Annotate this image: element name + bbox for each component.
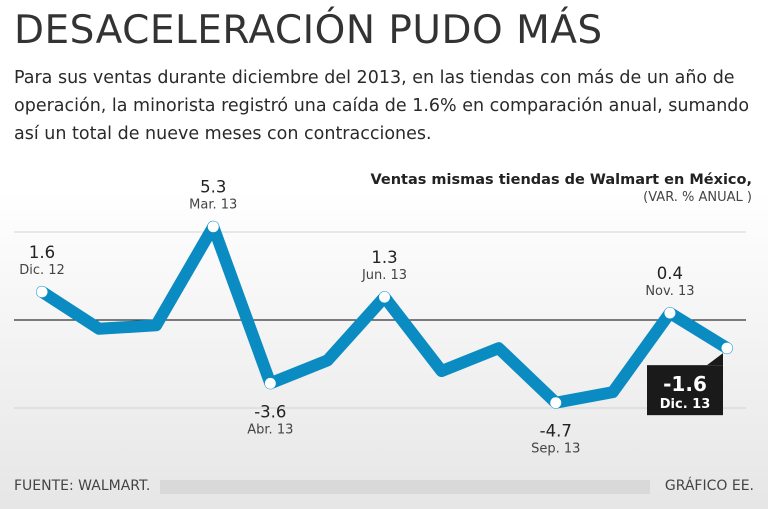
data-label-value: 1.6 [29, 243, 55, 262]
data-label-value: 5.3 [200, 178, 226, 197]
data-label-value: -1.6 [663, 372, 707, 396]
data-points [36, 221, 733, 409]
data-point-marker [550, 397, 562, 409]
chart-description: Para sus ventas durante diciembre del 20… [14, 68, 750, 144]
data-label-value: -3.6 [254, 402, 286, 421]
data-label-category: Dic. 12 [19, 263, 65, 278]
data-label-category: Dic. 13 [660, 397, 711, 412]
data-label-value: -4.7 [540, 422, 572, 441]
data-label-value: 0.4 [657, 264, 683, 283]
footer-divider [160, 480, 650, 494]
footer: FUENTE: WALMART. GRÁFICO EE. [14, 478, 754, 496]
data-point-marker [379, 291, 390, 303]
data-point-marker [264, 377, 276, 389]
data-point-marker [207, 221, 219, 233]
graphic-credit: GRÁFICO EE. [664, 478, 754, 494]
data-label-category: Mar. 13 [189, 198, 237, 213]
data-label-category: Sep. 13 [531, 442, 580, 457]
data-label-category: Abr. 13 [247, 422, 293, 437]
data-point-marker [664, 307, 676, 319]
data-label-category: Nov. 13 [645, 284, 694, 299]
data-label-value: 1.3 [371, 248, 397, 267]
chart-unit-label: (VAR. % ANUAL ) [643, 190, 752, 205]
source-note: FUENTE: WALMART. [14, 478, 151, 494]
data-label-category: Jun. 13 [361, 268, 407, 283]
highlight-label-pointer [707, 353, 723, 366]
gridlines [14, 231, 746, 409]
highlight-label-box [647, 365, 723, 416]
chart-title: Ventas mismas tiendas de Walmart en Méxi… [370, 172, 752, 188]
data-point-marker [721, 342, 733, 354]
data-point-marker [36, 286, 48, 298]
chart-headline: DESACELERACIÓN PUDO MÁS [14, 8, 603, 53]
chart-header: Ventas mismas tiendas de Walmart en Méxi… [370, 172, 752, 205]
